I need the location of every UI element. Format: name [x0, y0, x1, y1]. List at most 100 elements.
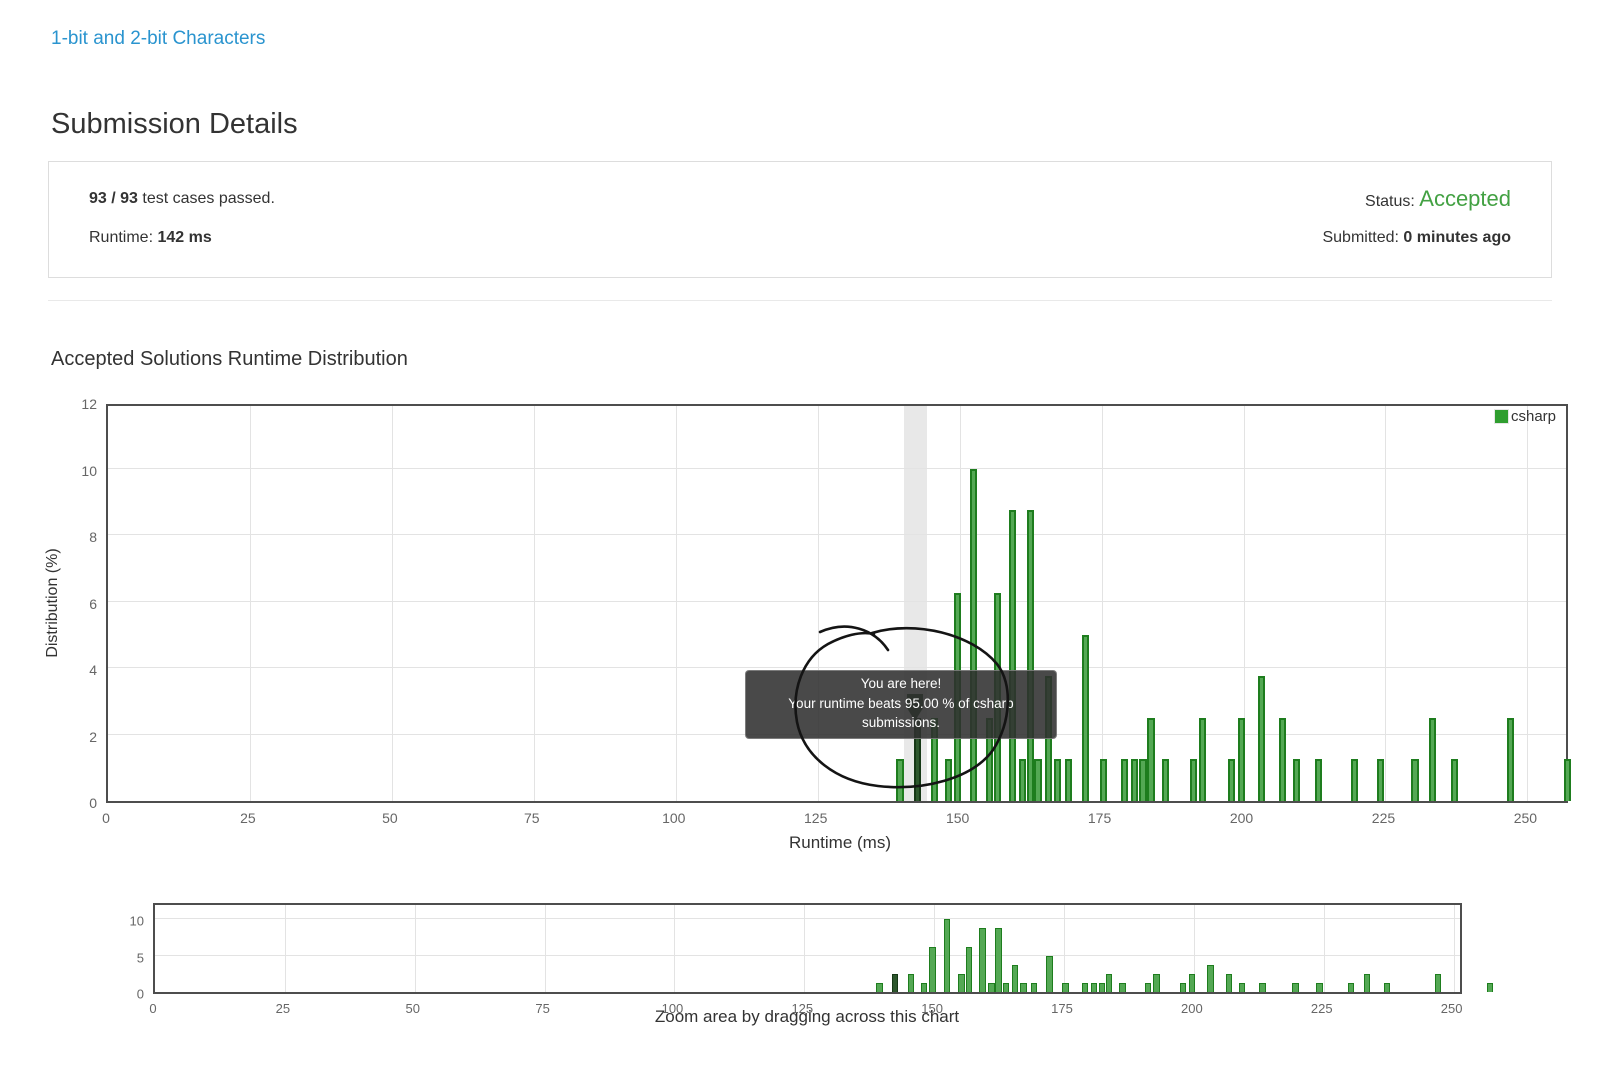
histogram-bar[interactable]: [1030, 982, 1038, 992]
histogram-bar[interactable]: [1090, 982, 1098, 992]
histogram-bar[interactable]: [1363, 973, 1371, 992]
histogram-bar[interactable]: [1020, 982, 1027, 992]
histogram-bar[interactable]: [1225, 973, 1233, 992]
x-tick-label: 175: [1087, 810, 1112, 826]
histogram-bar[interactable]: [1034, 759, 1042, 801]
x-tick-label: 75: [524, 810, 540, 826]
histogram-bar[interactable]: [1188, 973, 1196, 992]
histogram-bar[interactable]: [1207, 964, 1214, 992]
histogram-bar[interactable]: [1563, 759, 1571, 801]
histogram-bar[interactable]: [1026, 510, 1034, 801]
histogram-bar[interactable]: [1237, 717, 1245, 801]
histogram-bar[interactable]: [1053, 759, 1061, 801]
histogram-bar[interactable]: [1105, 973, 1113, 992]
histogram-bar[interactable]: [1506, 717, 1514, 801]
histogram-bar[interactable]: [1139, 759, 1147, 801]
histogram-bar[interactable]: [1383, 982, 1391, 992]
histogram-bar[interactable]: [1018, 759, 1026, 801]
horizontal-gridline: [108, 534, 1566, 535]
histogram-bar[interactable]: [943, 919, 951, 992]
x-tick-label: 200: [1181, 1001, 1203, 1016]
histogram-bar[interactable]: [1429, 717, 1437, 801]
vertical-gridline: [1193, 905, 1195, 992]
histogram-bar[interactable]: [896, 759, 904, 801]
problem-title-link[interactable]: 1-bit and 2-bit Characters: [51, 28, 266, 49]
histogram-bar[interactable]: [1099, 759, 1107, 801]
chart-legend[interactable]: csharp: [1494, 408, 1556, 425]
x-tick-label: 0: [149, 1001, 157, 1016]
runtime-row: Runtime: 142 ms: [89, 229, 212, 247]
histogram-bar[interactable]: [876, 982, 883, 992]
zoom-navigator-chart[interactable]: [153, 903, 1494, 994]
histogram-bar[interactable]: [1451, 759, 1459, 801]
histogram-bar[interactable]: [1316, 982, 1323, 992]
y-tick-label: 10: [129, 913, 144, 929]
histogram-bar[interactable]: [1062, 982, 1069, 992]
submitted-row: Submitted: 0 minutes ago: [1322, 229, 1511, 247]
histogram-bar[interactable]: [1162, 759, 1170, 801]
histogram-bar[interactable]: [1082, 634, 1090, 801]
runtime-label: Runtime:: [89, 229, 158, 246]
histogram-bar[interactable]: [1377, 759, 1385, 801]
histogram-bar[interactable]: [1179, 982, 1187, 992]
histogram-bar[interactable]: [1292, 759, 1300, 801]
histogram-bar[interactable]: [1486, 982, 1494, 992]
histogram-bar[interactable]: [1008, 510, 1016, 801]
histogram-bar[interactable]: [1081, 982, 1089, 992]
histogram-bar[interactable]: [907, 973, 915, 992]
x-tick-label: 125: [791, 1001, 814, 1016]
histogram-bar[interactable]: [929, 946, 936, 992]
y-tick-label: 8: [89, 529, 97, 545]
histogram-bar[interactable]: [1347, 982, 1354, 992]
histogram-bar[interactable]: [944, 759, 952, 801]
x-tick-label: 150: [921, 1001, 944, 1016]
histogram-bar[interactable]: [1153, 973, 1160, 992]
histogram-bar[interactable]: [1119, 982, 1126, 992]
histogram-bar[interactable]: [1046, 955, 1053, 992]
histogram-bar[interactable]: [920, 982, 928, 992]
x-tick-label: 150: [945, 810, 970, 826]
histogram-bar[interactable]: [1130, 759, 1139, 801]
x-tick-label: 225: [1310, 1001, 1333, 1016]
histogram-bar[interactable]: [1351, 759, 1359, 801]
histogram-bar[interactable]: [1144, 982, 1152, 992]
histogram-bar[interactable]: [1199, 717, 1207, 801]
histogram-bar[interactable]: [1314, 759, 1323, 801]
status-label: Status:: [1365, 193, 1420, 210]
histogram-bar[interactable]: [1259, 982, 1266, 992]
histogram-bar[interactable]: [1292, 982, 1299, 992]
histogram-bar[interactable]: [1434, 973, 1442, 992]
x-tick-label: 250: [1440, 1001, 1463, 1016]
horizontal-gridline: [108, 667, 1566, 668]
histogram-bar[interactable]: [1278, 717, 1286, 801]
histogram-bar[interactable]: [970, 468, 978, 801]
vertical-gridline: [1323, 905, 1325, 992]
status-row: Status: Accepted: [1365, 186, 1511, 212]
status-badge: Accepted: [1419, 186, 1511, 211]
histogram-bar[interactable]: [1120, 759, 1128, 801]
vertical-gridline: [391, 406, 393, 801]
histogram-bar[interactable]: [1238, 982, 1246, 992]
histogram-bar[interactable]: [1002, 982, 1010, 992]
histogram-bar[interactable]: [995, 928, 1002, 992]
submitted-label: Submitted:: [1322, 229, 1404, 246]
y-tick-label: 10: [81, 462, 97, 479]
histogram-bar[interactable]: [1190, 759, 1198, 801]
histogram-bar[interactable]: [1098, 982, 1106, 992]
vertical-gridline: [1064, 905, 1066, 992]
histogram-bar[interactable]: [1011, 964, 1019, 992]
histogram-bar[interactable]: [965, 946, 973, 992]
histogram-bar[interactable]: [979, 928, 986, 992]
x-tick-label: 0: [102, 810, 110, 826]
histogram-bar[interactable]: [958, 973, 965, 992]
histogram-bar[interactable]: [1228, 759, 1236, 801]
histogram-bar[interactable]: [1147, 717, 1155, 801]
your-runtime-bar[interactable]: [891, 973, 899, 992]
runtime-distribution-chart[interactable]: [106, 404, 1571, 803]
vertical-gridline: [414, 905, 416, 992]
histogram-bar[interactable]: [988, 982, 995, 992]
histogram-bar[interactable]: [1258, 676, 1266, 801]
histogram-bar[interactable]: [1065, 759, 1073, 801]
x-tick-label: 100: [662, 810, 686, 826]
histogram-bar[interactable]: [1411, 759, 1419, 801]
